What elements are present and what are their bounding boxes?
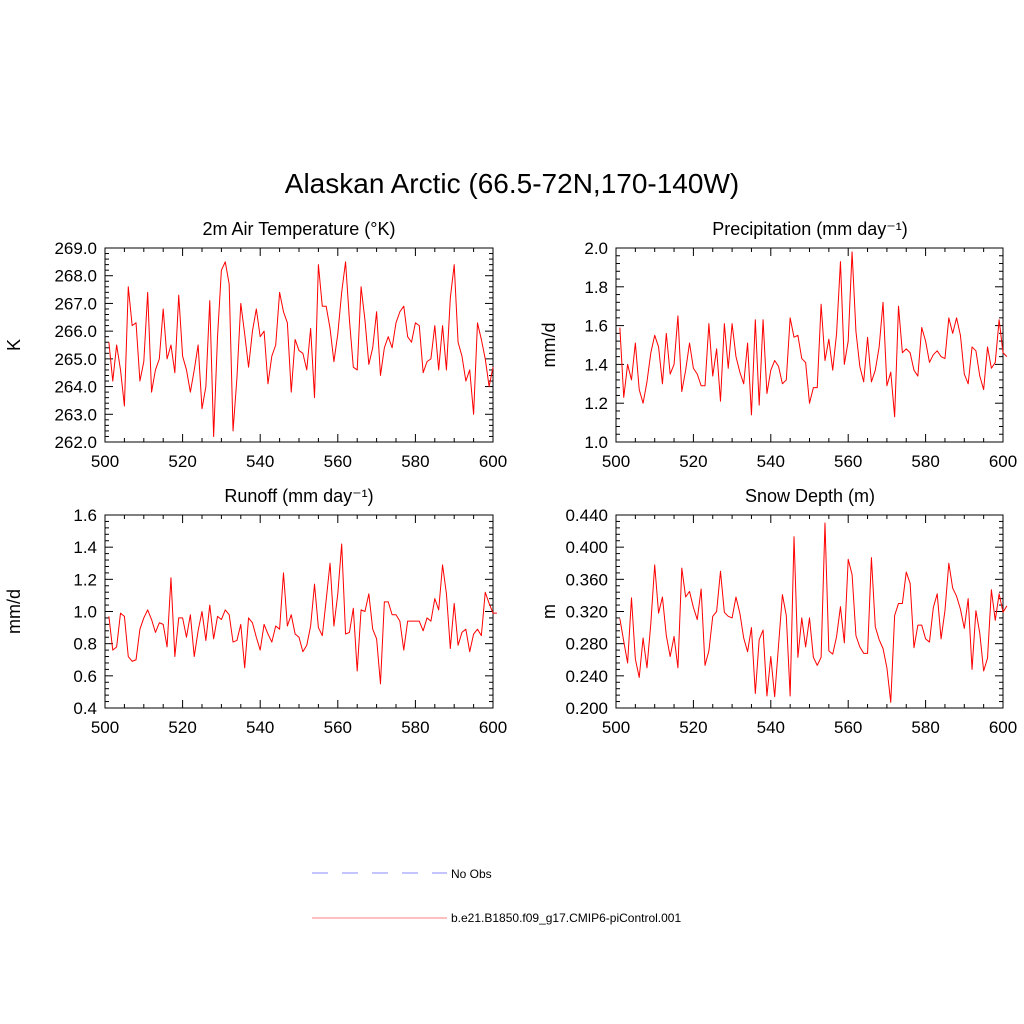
y-tick-label: 266.0 <box>54 322 97 341</box>
x-tick-label: 520 <box>168 718 196 737</box>
y-tick-label: 269.0 <box>54 239 97 258</box>
panel-title-text: Runoff <box>224 486 282 506</box>
x-tick-label: 540 <box>246 718 274 737</box>
y-tick-label: 263.0 <box>54 405 97 424</box>
series-line-model <box>108 543 497 685</box>
x-tick-label: 500 <box>91 452 119 471</box>
x-tick-label: 540 <box>757 718 785 737</box>
x-tick-label: 600 <box>989 718 1017 737</box>
panel-air-temperature: 2m Air Temperature (°K) K 500 520 540 560 58… <box>4 219 507 471</box>
x-tick-label: 500 <box>602 718 630 737</box>
x-tick-label: 560 <box>834 452 862 471</box>
y-axis-label: mm/d <box>4 589 24 634</box>
y-tick-label: 0.400 <box>565 538 608 557</box>
y-tick-label: 0.360 <box>565 570 608 589</box>
x-tick-label: 560 <box>834 718 862 737</box>
x-tick-label: 600 <box>989 452 1017 471</box>
plot-frame <box>104 247 494 443</box>
y-tick-label: 0.200 <box>565 699 608 718</box>
y-tick-label: 262.0 <box>54 433 97 452</box>
y-tick-label: 1.2 <box>73 570 97 589</box>
x-tick-label: 600 <box>479 452 507 471</box>
legend-label-no-obs: No Obs <box>451 867 492 881</box>
y-tick-label: 268.0 <box>54 267 97 286</box>
y-tick-label: 1.6 <box>73 506 97 525</box>
legend: No Obs b.e21.B1850.f09_g17.CMIP6-piContr… <box>312 867 681 925</box>
y-axis-label: K <box>4 339 24 351</box>
panel-title-unit: (mm day⁻¹) <box>282 486 374 506</box>
panel-title-unit: (°K) <box>364 219 395 239</box>
x-tick-label: 580 <box>401 718 429 737</box>
legend-label-model: b.e21.B1850.f09_g17.CMIP6-piControl.001 <box>451 911 681 925</box>
x-tick-label: 500 <box>602 452 630 471</box>
series-line-model <box>619 522 1008 703</box>
y-tick-label: 0.320 <box>565 603 608 622</box>
x-tick-label: 580 <box>401 452 429 471</box>
y-tick-label: 0.240 <box>565 667 608 686</box>
y-tick-label: 265.0 <box>54 350 97 369</box>
y-tick-label: 0.280 <box>565 635 608 654</box>
x-tick-label: 580 <box>911 718 939 737</box>
y-axis-label: mm/d <box>539 323 559 368</box>
x-tick-label: 540 <box>757 452 785 471</box>
panel-title: Runoff (mm day⁻¹) <box>224 486 373 506</box>
panel-title-text: 2m Air Temperature <box>203 219 365 239</box>
y-tick-label: 1.0 <box>73 603 97 622</box>
y-tick-label: 1.0 <box>584 433 608 452</box>
y-tick-label: 0.440 <box>565 506 608 525</box>
x-tick-label: 520 <box>679 452 707 471</box>
panel-title: Snow Depth (m) <box>745 486 875 506</box>
y-tick-label: 1.4 <box>73 538 97 557</box>
series-line-model <box>619 251 1008 418</box>
plot-frame <box>104 514 494 709</box>
y-axis-label: m <box>539 604 559 619</box>
y-tick-label: 1.6 <box>584 317 608 336</box>
y-tick-label: 1.2 <box>584 394 608 413</box>
y-tick-label: 2.0 <box>584 239 608 258</box>
figure-title: Alaskan Arctic (66.5-72N,170-140W) <box>285 168 739 199</box>
y-tick-label: 264.0 <box>54 378 97 397</box>
y-tick-label: 1.8 <box>584 278 608 297</box>
panel-title-unit: (mm day⁻¹) <box>816 219 908 239</box>
panel-precipitation: Precipitation (mm day⁻¹) mm/d 500 520 540 5… <box>539 219 1017 471</box>
x-tick-label: 580 <box>911 452 939 471</box>
y-tick-label: 0.8 <box>73 635 97 654</box>
y-tick-label: 1.4 <box>584 355 608 374</box>
y-tick-label: 0.4 <box>73 699 97 718</box>
y-tick-label: 267.0 <box>54 294 97 313</box>
x-tick-label: 520 <box>168 452 196 471</box>
x-tick-label: 520 <box>679 718 707 737</box>
panel-title: Precipitation (mm day⁻¹) <box>712 219 908 239</box>
panel-title-text: Snow Depth (m) <box>745 486 875 506</box>
y-tick-label: 0.6 <box>73 667 97 686</box>
x-tick-label: 500 <box>91 718 119 737</box>
panel-runoff: Runoff (mm day⁻¹) mm/d 500 520 540 560 580 60… <box>4 486 507 737</box>
series-line-model <box>108 261 494 437</box>
plot-frame <box>615 247 1004 443</box>
panel-title: 2m Air Temperature (°K) <box>203 219 396 239</box>
x-tick-label: 560 <box>324 718 352 737</box>
panel-snow-depth: Snow Depth (m) m 500 520 540 560 580 600 0.200… <box>539 486 1017 737</box>
x-tick-label: 540 <box>246 452 274 471</box>
panel-title-text: Precipitation <box>712 219 816 239</box>
x-tick-label: 600 <box>479 718 507 737</box>
x-tick-label: 560 <box>324 452 352 471</box>
